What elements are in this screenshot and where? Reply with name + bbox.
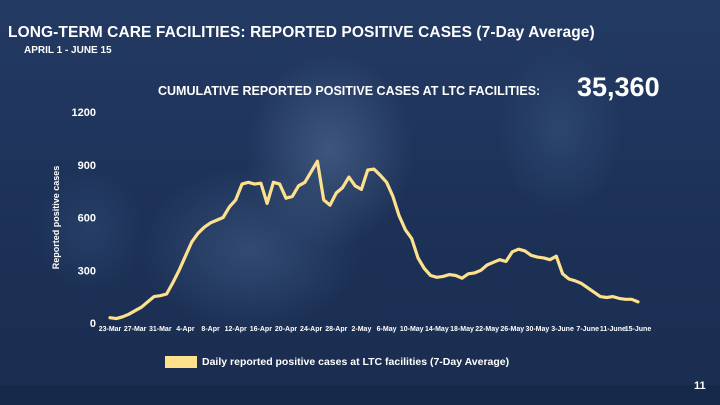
x-tick-label: 14-May — [425, 326, 449, 333]
x-tick-label: 7-June — [576, 326, 599, 333]
x-tick-label: 4-Apr — [176, 326, 195, 333]
cumulative-cases-label: CUMULATIVE REPORTED POSITIVE CASES AT LT… — [158, 84, 541, 98]
x-tick-label: 6-May — [377, 326, 397, 333]
cumulative-cases-value: 35,360 — [577, 72, 660, 102]
x-tick-label: 18-May — [450, 326, 474, 333]
page-number: 11 — [694, 380, 706, 392]
page-title: LONG-TERM CARE FACILITIES: REPORTED POSI… — [8, 24, 595, 41]
x-tick-label: 30-May — [526, 326, 550, 333]
series-line-ltc-cases — [108, 159, 640, 321]
footer-band — [0, 385, 720, 405]
y-tick-label: 0 — [90, 318, 96, 330]
x-tick-label: 10-May — [400, 326, 424, 333]
x-tick-label: 3-June — [551, 326, 574, 333]
x-tick-label: 28-Apr — [325, 326, 347, 333]
y-axis-title: Reported positive cases — [51, 166, 61, 270]
x-tick-label: 16-Apr — [250, 326, 272, 333]
y-tick-labels: 0 300 600 900 1200 — [72, 107, 96, 330]
x-tick-label: 26-May — [500, 326, 524, 333]
date-range-subtitle: APRIL 1 - JUNE 15 — [24, 45, 112, 56]
legend-label: Daily reported positive cases at LTC fac… — [202, 356, 510, 368]
x-tick-label: 20-Apr — [275, 326, 297, 333]
x-tick-label: 22-May — [475, 326, 499, 333]
x-tick-label: 31-Mar — [149, 326, 172, 333]
y-tick-label: 600 — [78, 213, 96, 225]
x-tick-label: 15-June — [625, 326, 652, 333]
y-tick-label: 300 — [78, 265, 96, 277]
y-axis-title-group: Reported positive cases — [51, 166, 61, 270]
x-tick-label: 23-Mar — [99, 326, 122, 333]
x-tick-label: 11-June — [600, 326, 626, 333]
legend-swatch — [165, 356, 197, 368]
x-tick-label: 24-Apr — [300, 326, 322, 333]
x-tick-labels: 23-Mar 27-Mar 31-Mar 4-Apr 8-Apr 12-Apr 16-Apr… — [99, 326, 652, 333]
x-tick-label: 27-Mar — [124, 326, 147, 333]
y-tick-label: 1200 — [72, 107, 96, 119]
x-tick-label: 8-Apr — [201, 326, 220, 333]
x-tick-label: 2-May — [352, 326, 372, 333]
y-tick-label: 900 — [78, 160, 96, 172]
series-group — [108, 159, 640, 321]
x-tick-label: 12-Apr — [225, 326, 247, 333]
